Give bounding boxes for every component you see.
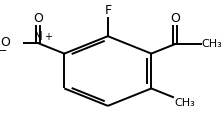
Text: +: + bbox=[44, 32, 52, 42]
Text: CH₃: CH₃ bbox=[174, 98, 195, 108]
Text: N: N bbox=[34, 29, 43, 43]
Text: O: O bbox=[170, 12, 180, 25]
Text: −: − bbox=[0, 46, 7, 56]
Text: O: O bbox=[0, 36, 10, 49]
Text: F: F bbox=[104, 4, 111, 17]
Text: CH₃: CH₃ bbox=[202, 39, 223, 49]
Text: O: O bbox=[33, 12, 43, 25]
